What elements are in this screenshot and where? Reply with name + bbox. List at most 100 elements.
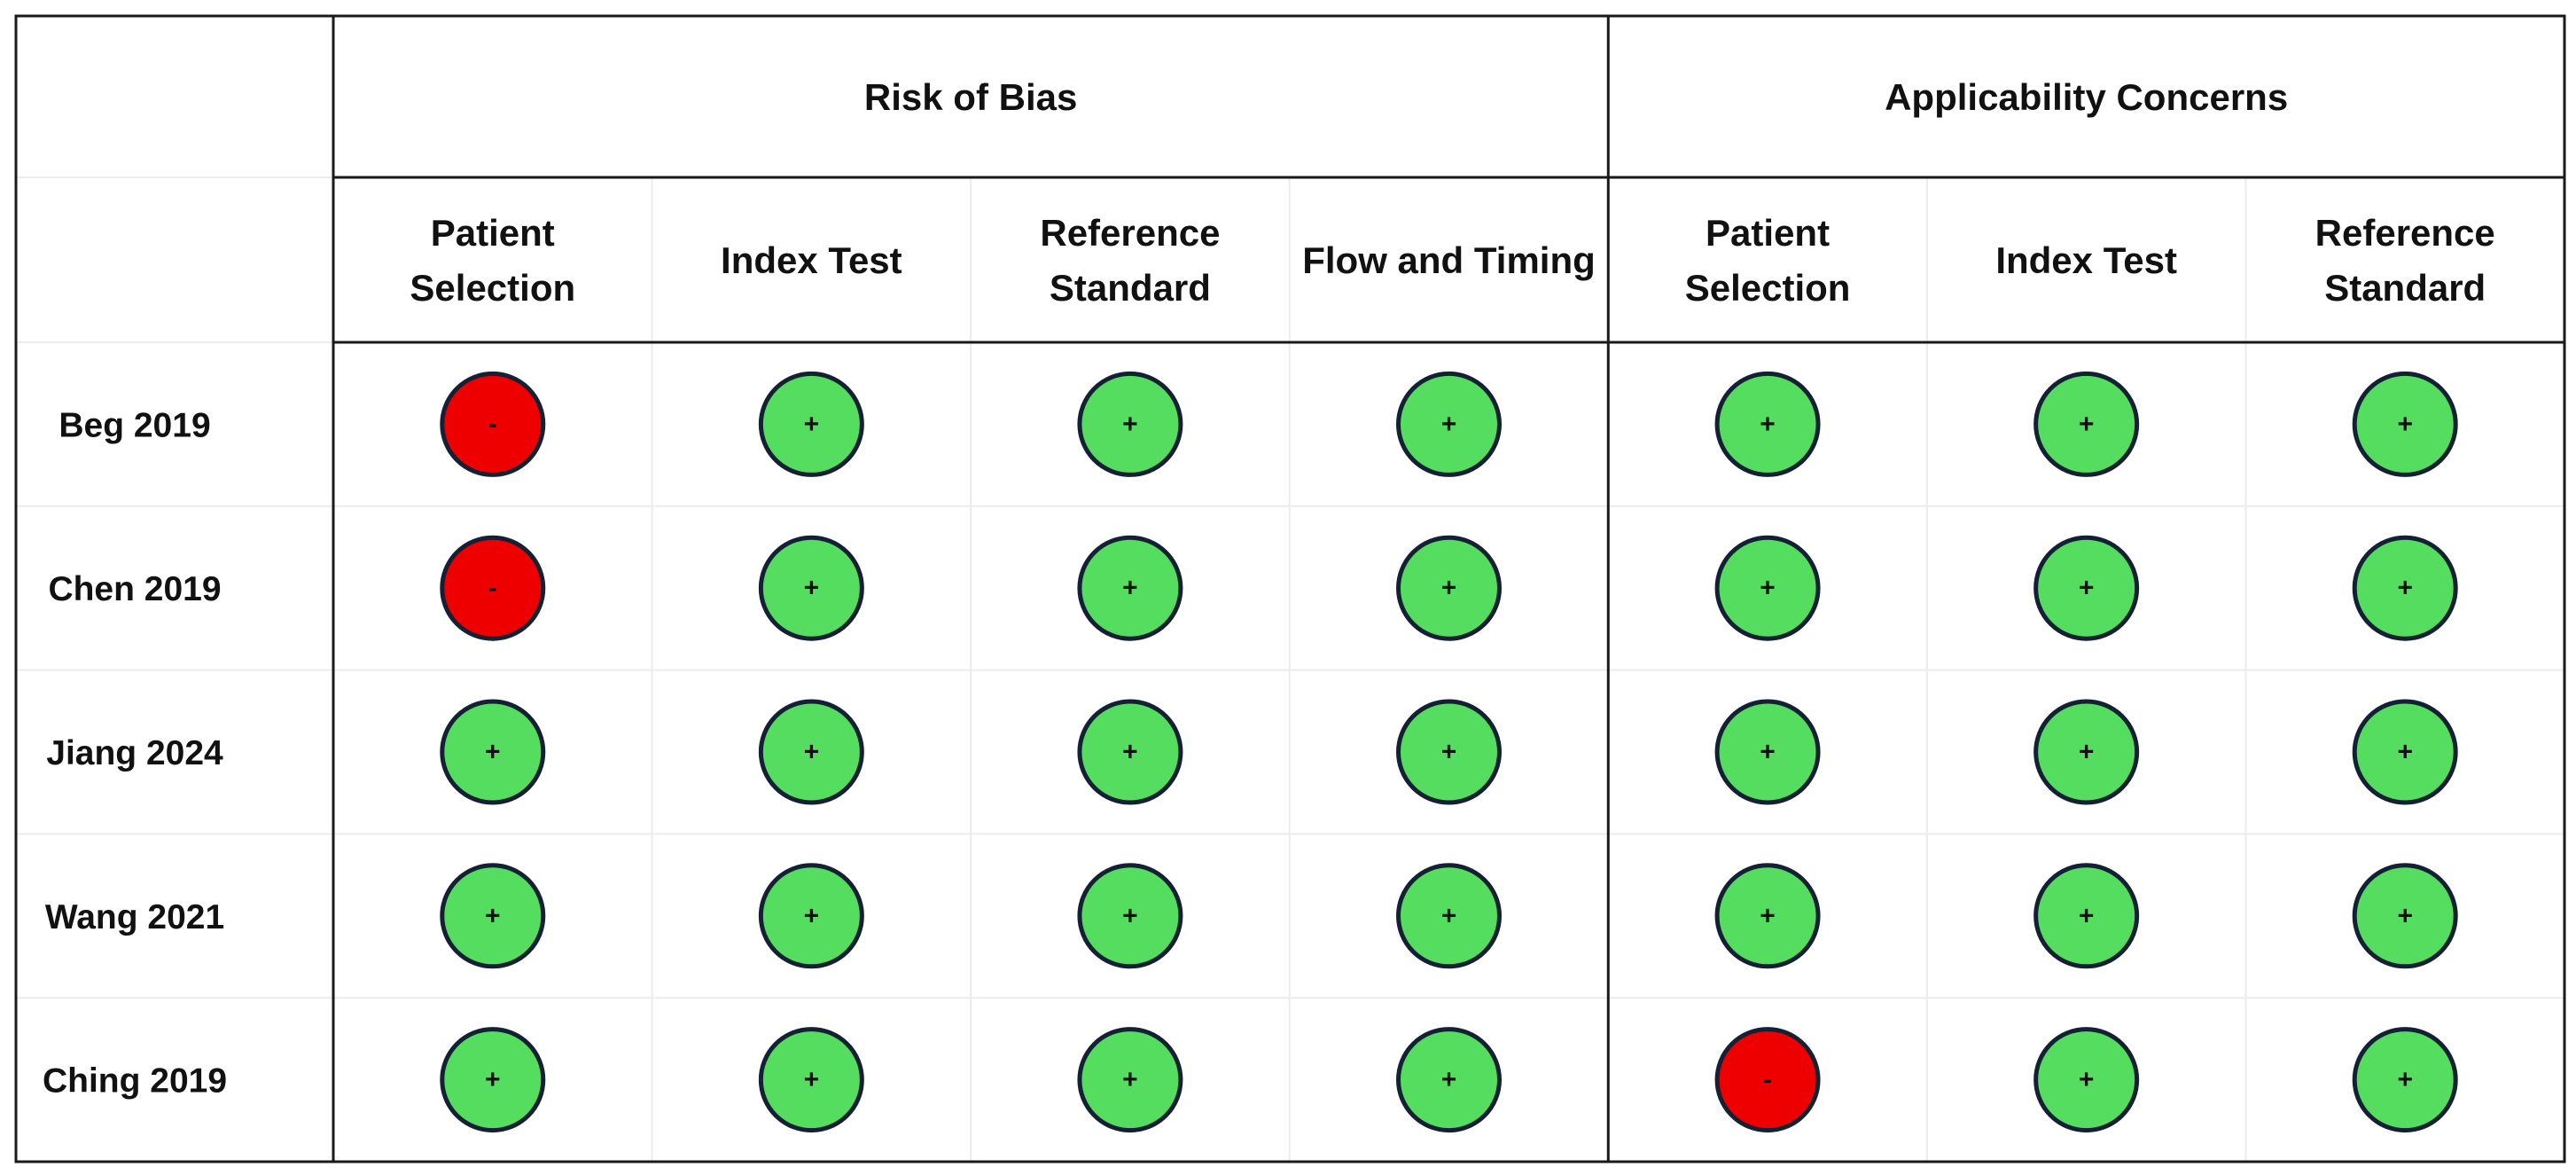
- low-risk-circle: [2033, 863, 2140, 969]
- low-risk-circle: [758, 699, 864, 805]
- table-border: [14, 14, 2566, 1163]
- study-label: Ching 2019: [43, 1062, 227, 1101]
- rating-cell: -: [440, 535, 546, 641]
- column-header: Patient Selection: [1685, 212, 1851, 309]
- rating-symbol: -: [1763, 1065, 1772, 1094]
- rating-symbol: -: [488, 574, 497, 603]
- low-risk-circle: [1396, 699, 1502, 805]
- rating-symbol: +: [804, 410, 820, 439]
- rating-symbol: +: [804, 901, 820, 930]
- rating-cell: +: [758, 863, 864, 969]
- high-risk-circle: [440, 535, 546, 641]
- rating-cell: +: [440, 699, 546, 805]
- rating-cell: +: [1077, 371, 1183, 477]
- rating-symbol: +: [2397, 1065, 2413, 1094]
- rating-symbol: +: [1441, 574, 1457, 603]
- rating-symbol: +: [804, 574, 820, 603]
- rating-cell: +: [1714, 699, 1821, 805]
- rating-cell: +: [2352, 863, 2458, 969]
- rating-symbol: +: [1122, 1065, 1138, 1094]
- rating-symbol: +: [1122, 901, 1138, 930]
- low-risk-circle: [2033, 699, 2140, 805]
- low-risk-circle: [1077, 699, 1183, 805]
- low-risk-circle: [2352, 863, 2458, 969]
- low-risk-circle: [1077, 863, 1183, 969]
- study-label: Wang 2021: [45, 898, 224, 936]
- rating-cell: -: [440, 371, 546, 477]
- low-risk-circle: [1396, 535, 1502, 641]
- rating-symbol: +: [2079, 901, 2095, 930]
- low-risk-circle: [758, 371, 864, 477]
- rating-cells: - + + + + + + - + + + + + + + + + + + + + + + + + + + + + + + + - + +: [440, 371, 2458, 1133]
- rating-symbol: -: [488, 410, 497, 439]
- rating-cell: +: [2033, 1027, 2140, 1133]
- rating-cell: +: [758, 1027, 864, 1133]
- rating-symbol: +: [2397, 738, 2413, 767]
- rating-cell: +: [1396, 535, 1502, 641]
- rating-symbol: +: [1122, 738, 1138, 767]
- rating-symbol: +: [1760, 738, 1776, 767]
- low-risk-circle: [1077, 535, 1183, 641]
- rating-cell: +: [758, 699, 864, 805]
- rating-cell: +: [758, 535, 864, 641]
- rating-symbol: +: [1441, 1065, 1457, 1094]
- rating-cell: +: [1714, 863, 1821, 969]
- rating-cell: +: [758, 371, 864, 477]
- low-risk-circle: [2352, 535, 2458, 641]
- rating-cell: +: [2352, 1027, 2458, 1133]
- low-risk-circle: [2352, 371, 2458, 477]
- rating-symbol: +: [2397, 574, 2413, 603]
- low-risk-circle: [1077, 371, 1183, 477]
- group-header: Applicability Concerns: [1885, 76, 2288, 118]
- rating-cell: +: [2352, 699, 2458, 805]
- high-risk-circle: [440, 371, 546, 477]
- low-risk-circle: [2033, 1027, 2140, 1133]
- table-header: Risk of Bias Applicability Concerns Patien…: [410, 76, 2494, 309]
- rating-symbol: +: [2079, 410, 2095, 439]
- rating-cell: +: [440, 863, 546, 969]
- study-label: Beg 2019: [59, 406, 210, 444]
- table-grid: [14, 14, 2566, 1163]
- low-risk-circle: [1396, 1027, 1502, 1133]
- rating-symbol: +: [485, 738, 501, 767]
- column-header: Reference Standard: [2315, 212, 2495, 309]
- rating-cell: +: [1396, 371, 1502, 477]
- rating-cell: +: [1396, 1027, 1502, 1133]
- rating-symbol: +: [1760, 901, 1776, 930]
- rating-symbol: +: [1760, 410, 1776, 439]
- rating-symbol: +: [1760, 574, 1776, 603]
- low-risk-circle: [1396, 371, 1502, 477]
- rating-cell: +: [1714, 535, 1821, 641]
- rating-cell: +: [2033, 863, 2140, 969]
- low-risk-circle: [440, 699, 546, 805]
- rating-symbol: +: [485, 1065, 501, 1094]
- rating-cell: +: [2352, 371, 2458, 477]
- column-header: Index Test: [721, 239, 902, 281]
- rating-cell: +: [1077, 863, 1183, 969]
- low-risk-circle: [758, 863, 864, 969]
- study-labels: Beg 2019 Chen 2019 Jiang 2024 Wang 2021 Chin…: [43, 406, 227, 1100]
- low-risk-circle: [2033, 371, 2140, 477]
- rating-cell: +: [440, 1027, 546, 1133]
- rating-symbol: +: [2079, 738, 2095, 767]
- rating-symbol: +: [804, 738, 820, 767]
- group-header: Risk of Bias: [864, 76, 1077, 118]
- column-header: Flow and Timing: [1302, 239, 1596, 281]
- rating-symbol: +: [2079, 574, 2095, 603]
- rating-symbol: +: [2079, 1065, 2095, 1094]
- low-risk-circle: [2352, 699, 2458, 805]
- low-risk-circle: [440, 863, 546, 969]
- low-risk-circle: [1077, 1027, 1183, 1133]
- rating-symbol: +: [1122, 574, 1138, 603]
- column-header: Patient Selection: [410, 212, 575, 309]
- column-header: Index Test: [1995, 239, 2177, 281]
- rating-cell: +: [2033, 371, 2140, 477]
- rating-cell: +: [1077, 1027, 1183, 1133]
- rating-symbol: +: [2397, 410, 2413, 439]
- rating-symbol: +: [2397, 901, 2413, 930]
- low-risk-circle: [1714, 535, 1821, 641]
- low-risk-circle: [1714, 371, 1821, 477]
- low-risk-circle: [440, 1027, 546, 1133]
- high-risk-circle: [1714, 1027, 1821, 1133]
